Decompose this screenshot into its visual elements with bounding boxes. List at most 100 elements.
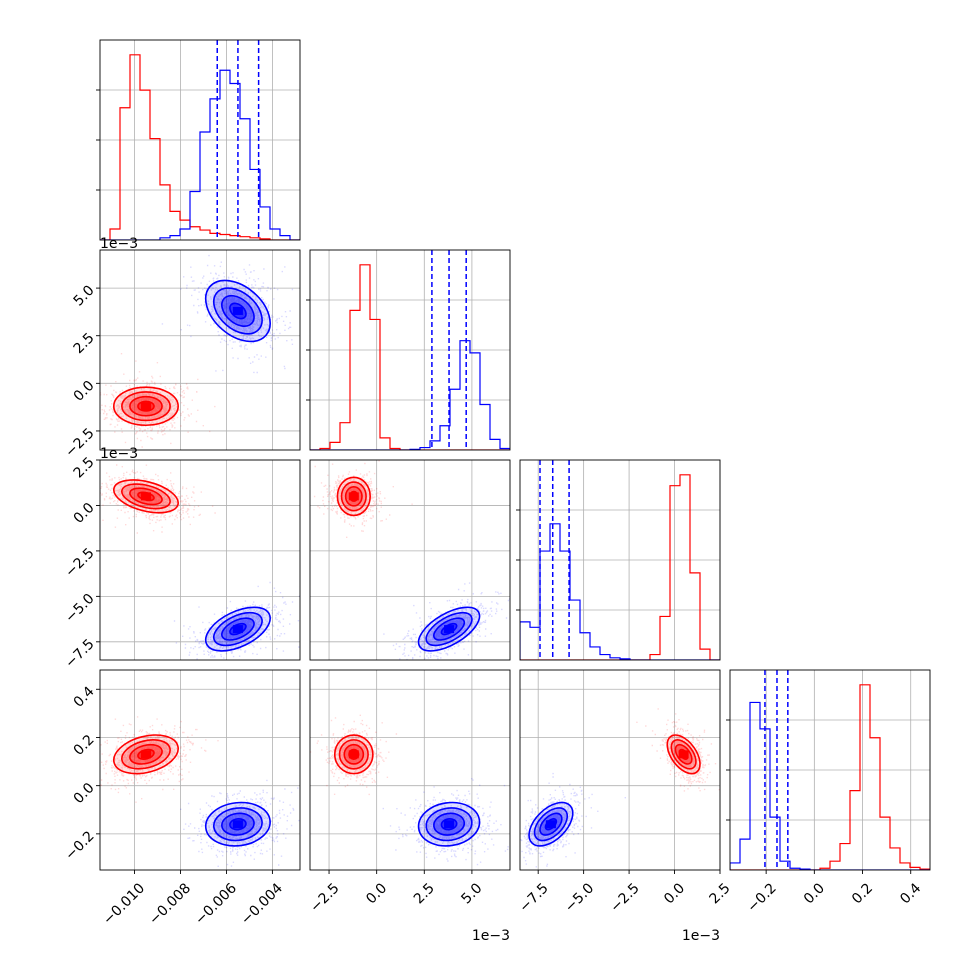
density-contour [539, 812, 563, 836]
density-peak [545, 820, 556, 829]
y-tick-label: −5.0 [62, 591, 97, 626]
density-group [520, 708, 720, 868]
x-offset-label: 1e−3 [682, 928, 720, 944]
blue-density [382, 778, 509, 866]
y-offset-label: 1e−3 [100, 446, 138, 462]
x-tick-label: −2.5 [607, 880, 642, 915]
diag-panel-3 [726, 669, 931, 874]
scatter-points [100, 716, 219, 803]
density-contour [121, 483, 171, 510]
x-tick-label: −0.010 [100, 880, 148, 928]
density-contour [137, 400, 155, 412]
x-tick-label: 0.0 [661, 880, 688, 907]
density-contour [129, 743, 163, 765]
hist-step-red [730, 684, 930, 870]
density-contour [229, 302, 247, 320]
y-tick-label: 0.0 [71, 780, 98, 807]
density-contour [338, 739, 369, 770]
density-contour [425, 611, 473, 647]
blue-density [383, 582, 510, 660]
density-peak [232, 625, 243, 634]
density-group [310, 714, 509, 866]
density-peak [348, 492, 359, 501]
panel-frame [99, 669, 301, 871]
scatter-points [636, 708, 720, 792]
pair-panel-2-1 [309, 459, 511, 661]
hist-step-blue [730, 701, 930, 870]
density-peak [232, 820, 243, 829]
hist-step-blue [310, 340, 510, 450]
y-offset-label: 1e−3 [100, 236, 138, 252]
pair-panel-3-2 [519, 669, 721, 874]
y-tick-label: 2.5 [71, 330, 98, 357]
x-tick-label: −7.5 [516, 880, 551, 915]
x-tick-label: 0.0 [801, 880, 828, 907]
density-contour [121, 739, 171, 770]
density-contour [440, 817, 458, 831]
hist-step-red [310, 264, 510, 450]
y-tick-label: 0.4 [71, 684, 98, 711]
density-contour [204, 279, 271, 343]
density-contour [533, 807, 569, 842]
density-contour [417, 801, 481, 847]
x-offset-label: 1e−3 [472, 928, 510, 944]
x-tick-label: 0.4 [897, 880, 924, 907]
x-tick-label: −0.004 [238, 880, 286, 928]
density-contour [229, 817, 247, 831]
scatter-points [520, 772, 626, 868]
x-tick-label: −5.0 [562, 880, 597, 915]
density-contour [112, 734, 179, 775]
density-group [313, 460, 510, 660]
density-contour [129, 487, 163, 506]
density-contour [343, 743, 365, 765]
tick-labels: −0.010−0.008−0.006−0.004 −2.5 0.0 2.5 5.0 1e−… [62, 236, 924, 944]
density-group [100, 716, 300, 867]
pair-panel-2-0 [96, 459, 301, 661]
diag-panel-1 [306, 249, 511, 451]
scatter-points [313, 460, 413, 538]
red-density [100, 464, 216, 534]
density-contour [221, 812, 255, 836]
red-density [313, 460, 413, 538]
density-contour [340, 481, 367, 512]
hist-group [730, 670, 930, 870]
y-tick-label: 0.2 [71, 732, 98, 759]
density-contour [344, 486, 363, 507]
blue-density [520, 772, 626, 868]
hist-group [520, 460, 720, 660]
density-peak [140, 492, 151, 501]
red-density [100, 353, 216, 448]
x-tick-label: 0.0 [363, 880, 390, 907]
density-group [100, 254, 300, 448]
diag-panel-2 [516, 459, 721, 661]
density-contour [674, 743, 693, 765]
y-tick-label: −7.5 [62, 636, 97, 671]
panel-frame [309, 669, 511, 871]
x-tick-label: 0.2 [849, 880, 876, 907]
density-contour [666, 734, 701, 775]
density-contour [112, 386, 179, 427]
density-contour [333, 734, 374, 775]
scatter-points [100, 464, 216, 534]
pair-panel-3-1 [309, 669, 511, 874]
density-contour [221, 294, 255, 327]
red-density [310, 714, 398, 796]
x-tick-label: 2.5 [707, 880, 734, 907]
density-contour [121, 391, 171, 422]
density-contour [221, 617, 255, 641]
density-contour [212, 611, 263, 647]
density-contour [417, 606, 481, 652]
x-tick-label: −0.2 [744, 880, 779, 915]
pair-panel-1-0 [96, 249, 301, 451]
density-contour [129, 395, 163, 417]
density-contour [204, 606, 271, 652]
density-peak [140, 750, 151, 759]
x-tick-label: 5.0 [458, 880, 485, 907]
density-peak [348, 750, 359, 759]
panel-frame [309, 459, 511, 661]
density-contour [212, 807, 263, 842]
hist-step-red [520, 474, 720, 660]
red-density [100, 716, 219, 803]
y-tick-label: 5.0 [71, 282, 98, 309]
